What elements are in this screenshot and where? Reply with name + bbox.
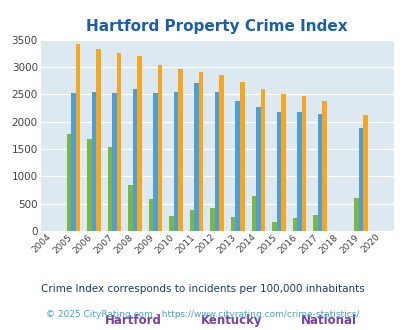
Bar <box>149 199 153 231</box>
Bar <box>173 91 178 231</box>
Bar <box>132 89 137 231</box>
Bar <box>353 198 358 231</box>
Title: Hartford Property Crime Index: Hartford Property Crime Index <box>86 19 347 34</box>
Bar <box>230 217 235 231</box>
Bar <box>210 208 214 231</box>
Bar <box>190 210 194 231</box>
Bar <box>292 218 296 231</box>
Bar <box>317 114 321 231</box>
Bar <box>312 214 317 231</box>
Bar <box>280 94 285 231</box>
Bar <box>296 112 301 231</box>
Bar <box>358 128 362 231</box>
Bar <box>219 75 224 231</box>
Bar <box>158 65 162 231</box>
Bar <box>260 89 264 231</box>
Bar <box>214 91 219 231</box>
Bar <box>96 49 100 231</box>
Bar <box>178 69 183 231</box>
Bar <box>137 56 141 231</box>
Bar <box>66 134 71 231</box>
Bar <box>87 139 92 231</box>
Text: © 2025 CityRating.com - https://www.cityrating.com/crime-statistics/: © 2025 CityRating.com - https://www.city… <box>46 310 359 319</box>
Bar <box>276 112 280 231</box>
Bar <box>169 216 173 231</box>
Bar <box>107 147 112 231</box>
Bar <box>256 107 260 231</box>
Bar <box>112 93 117 231</box>
Bar <box>117 53 121 231</box>
Bar <box>92 91 96 231</box>
Bar <box>301 96 305 231</box>
Bar <box>362 115 367 231</box>
Bar <box>251 196 256 231</box>
Bar <box>239 82 244 231</box>
Bar <box>198 72 203 231</box>
Bar <box>128 184 132 231</box>
Bar <box>271 222 276 231</box>
Text: Crime Index corresponds to incidents per 100,000 inhabitants: Crime Index corresponds to incidents per… <box>41 284 364 294</box>
Bar <box>194 83 198 231</box>
Legend: Hartford, Kentucky, National: Hartford, Kentucky, National <box>72 310 361 330</box>
Bar <box>153 93 158 231</box>
Bar <box>71 93 75 231</box>
Bar <box>321 101 326 231</box>
Bar <box>235 101 239 231</box>
Bar <box>75 44 80 231</box>
